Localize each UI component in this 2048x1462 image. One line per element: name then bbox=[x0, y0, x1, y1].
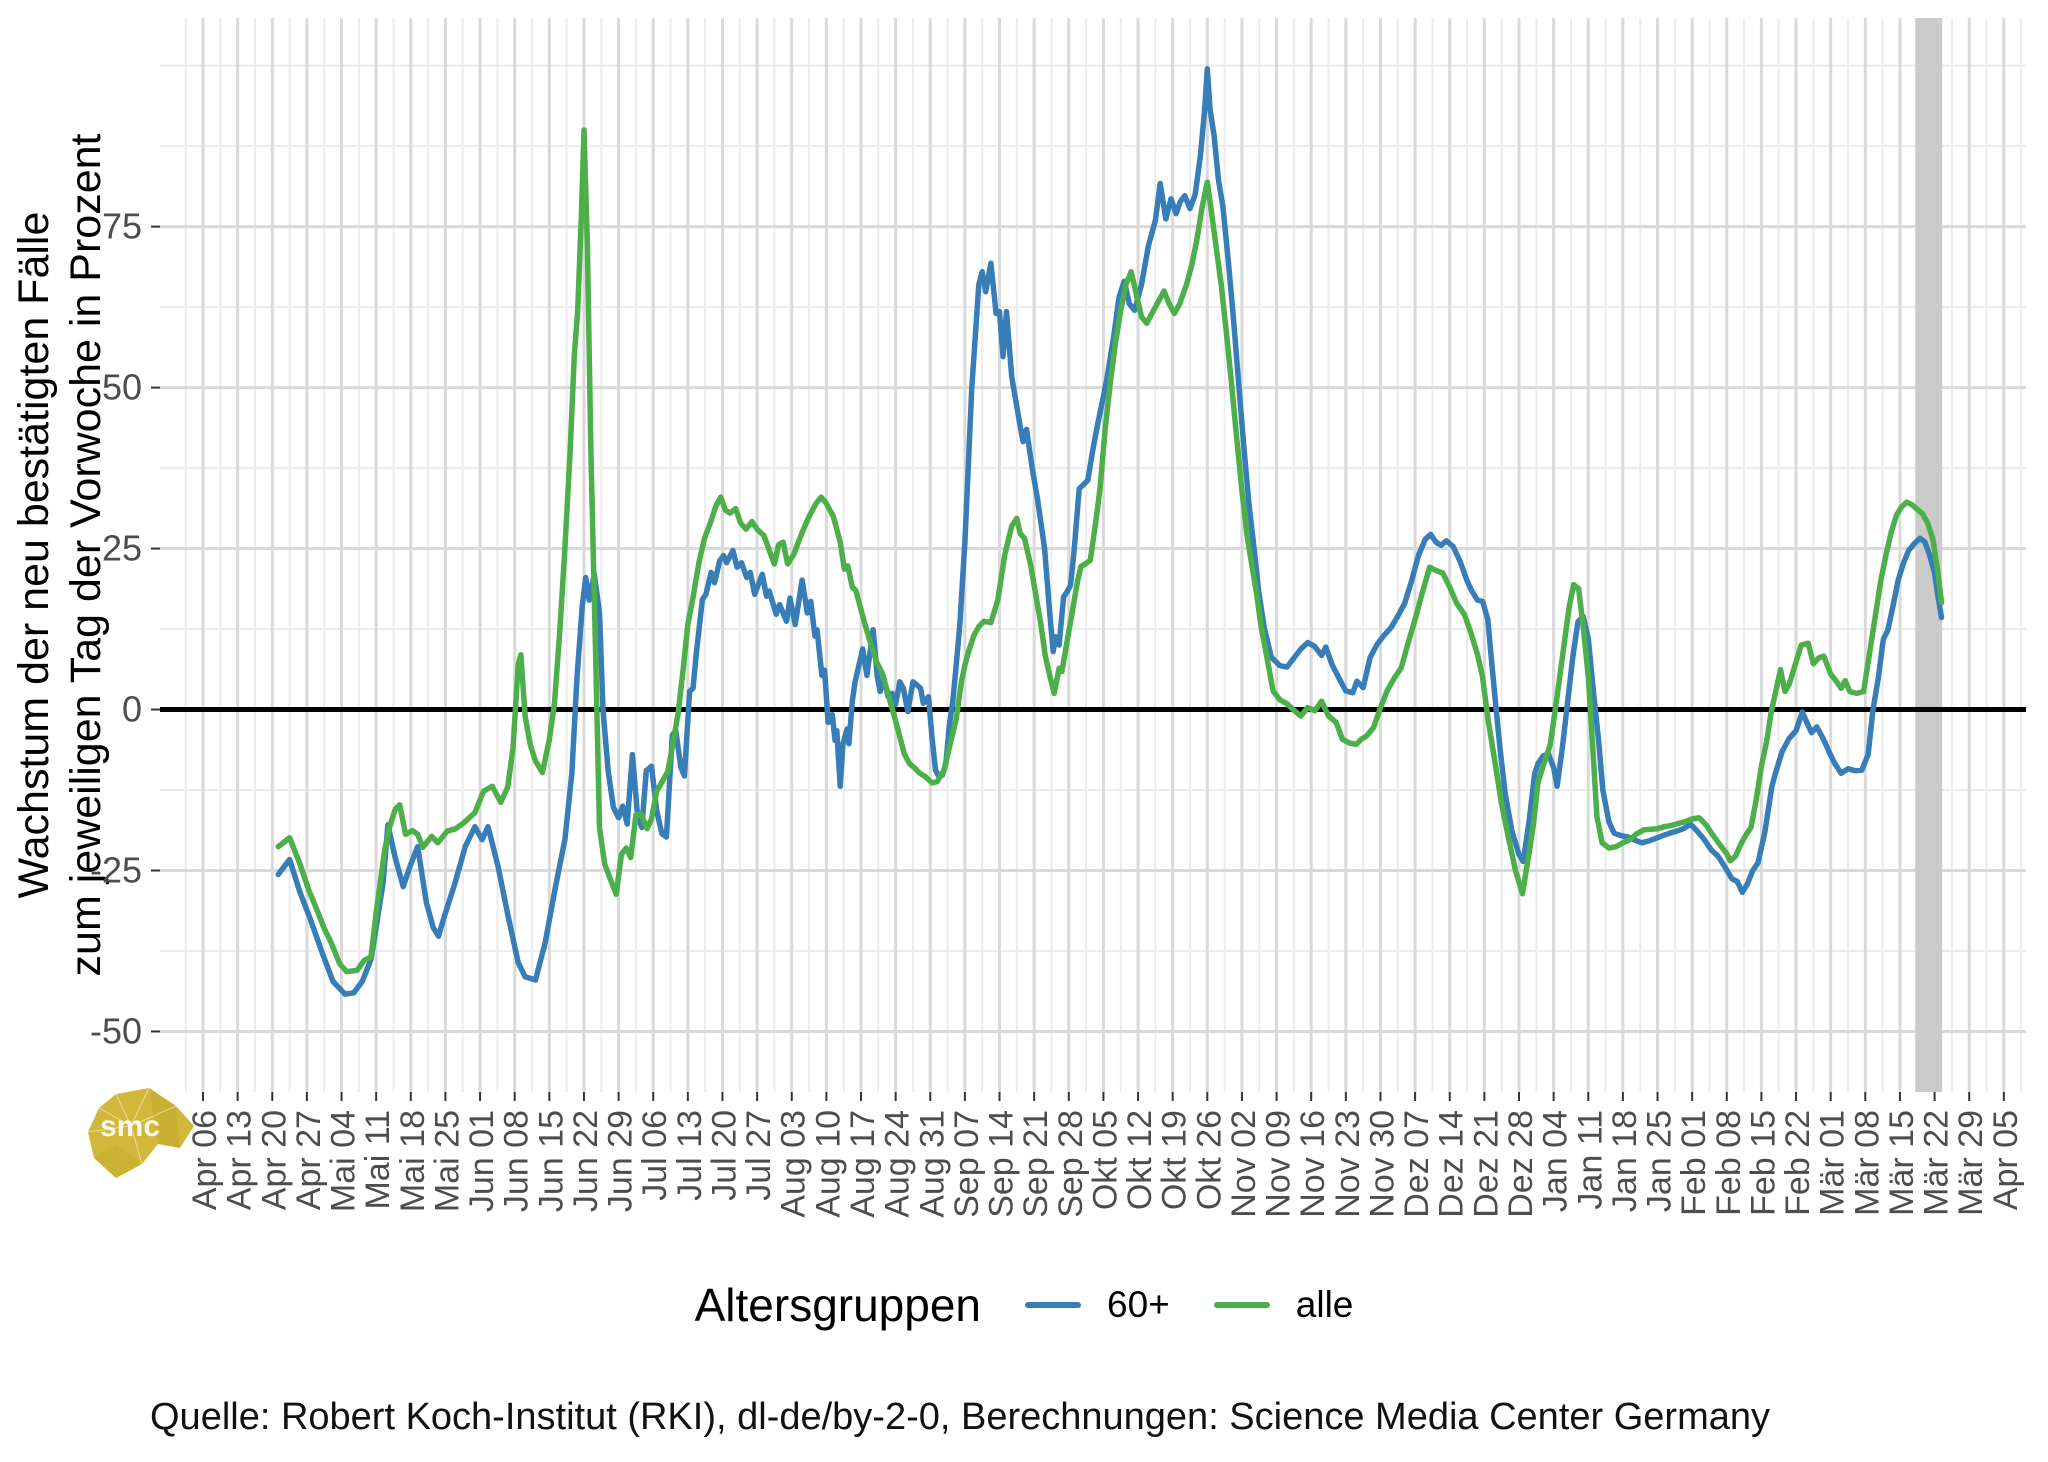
x-tick-label: Dez 07 bbox=[1398, 1110, 1436, 1218]
x-tick-label: Nov 02 bbox=[1225, 1110, 1263, 1218]
x-tick-label: Jan 04 bbox=[1537, 1110, 1575, 1212]
legend: Altersgruppen 60+ alle bbox=[0, 1278, 2048, 1332]
x-tick-label: Aug 31 bbox=[913, 1110, 951, 1218]
x-tick-label: Jun 29 bbox=[602, 1110, 640, 1212]
x-tick-label: Jul 06 bbox=[636, 1110, 674, 1201]
smc-logo-facet bbox=[94, 1144, 142, 1178]
x-tick-label: Dez 28 bbox=[1502, 1110, 1540, 1218]
x-tick-label: Mai 25 bbox=[428, 1110, 466, 1212]
x-tick-label: Mai 18 bbox=[394, 1110, 432, 1212]
x-tick-label: Apr 20 bbox=[255, 1110, 293, 1210]
series-line-60+ bbox=[275, 66, 1945, 997]
x-tick-label: Apr 27 bbox=[290, 1110, 328, 1210]
x-tick-label: Jan 18 bbox=[1606, 1110, 1644, 1212]
legend-swatch-60plus bbox=[1025, 1302, 1082, 1308]
x-tick-label: Jun 15 bbox=[532, 1110, 570, 1212]
legend-label-alle: alle bbox=[1295, 1284, 1354, 1325]
x-tick-label: Aug 24 bbox=[879, 1110, 917, 1218]
x-tick-label: Jun 22 bbox=[567, 1110, 605, 1212]
x-tick-label: Okt 05 bbox=[1086, 1110, 1124, 1210]
x-tick-label: Feb 22 bbox=[1779, 1110, 1817, 1216]
y-tick-label: -25 bbox=[90, 850, 142, 891]
y-tick-label: 0 bbox=[122, 689, 142, 730]
legend-item-alle: alle bbox=[1213, 1284, 1354, 1326]
y-tick-label: 50 bbox=[102, 367, 142, 408]
y-tick-label: -50 bbox=[90, 1010, 142, 1051]
x-tick-label: Mai 11 bbox=[359, 1110, 397, 1210]
x-tick-label: Jul 20 bbox=[705, 1110, 743, 1201]
x-tick-label: Sep 14 bbox=[983, 1110, 1021, 1218]
smc-logo: smc bbox=[87, 1087, 194, 1178]
x-tick-label: Feb 15 bbox=[1744, 1110, 1782, 1216]
legend-item-60plus: 60+ bbox=[1025, 1284, 1170, 1326]
x-tick-label: Mär 01 bbox=[1814, 1110, 1852, 1216]
y-axis-title-line2: zum jeweiligen Tag der Vorwoche in Proze… bbox=[62, 133, 110, 976]
x-tick-label: Apr 13 bbox=[221, 1110, 259, 1210]
smc-logo-lines bbox=[87, 1087, 177, 1165]
x-tick-label: Nov 09 bbox=[1260, 1110, 1298, 1218]
x-tick-label: Dez 21 bbox=[1467, 1110, 1505, 1218]
x-tick-label: Nov 23 bbox=[1329, 1110, 1367, 1218]
legend-title: Altersgruppen bbox=[694, 1279, 982, 1331]
x-tick-label: Okt 12 bbox=[1121, 1110, 1159, 1210]
series-line-alle bbox=[275, 127, 1945, 975]
legend-swatch-alle bbox=[1213, 1302, 1270, 1308]
x-tick-label: Mai 04 bbox=[325, 1110, 363, 1212]
x-tick-label: Aug 10 bbox=[809, 1110, 847, 1218]
y-tick-label: 25 bbox=[102, 528, 142, 569]
x-tick-label: Dez 14 bbox=[1433, 1110, 1471, 1218]
x-tick-label: Jan 11 bbox=[1571, 1110, 1609, 1210]
x-tick-label: Aug 17 bbox=[844, 1110, 882, 1218]
x-tick-label: Okt 19 bbox=[1156, 1110, 1194, 1210]
x-tick-label: Jun 08 bbox=[498, 1110, 536, 1212]
x-tick-label: Feb 08 bbox=[1710, 1110, 1748, 1216]
x-tick-label: Mär 08 bbox=[1848, 1110, 1886, 1216]
x-tick-label: Jan 25 bbox=[1641, 1110, 1679, 1212]
x-tick-label: Sep 28 bbox=[1052, 1110, 1090, 1218]
x-tick-label: Sep 21 bbox=[1017, 1110, 1055, 1218]
x-tick-label: Jul 27 bbox=[740, 1110, 778, 1201]
x-tick-label: Aug 03 bbox=[775, 1110, 813, 1218]
legend-label-60plus: 60+ bbox=[1107, 1284, 1170, 1325]
x-tick-label: Mär 22 bbox=[1918, 1110, 1956, 1216]
source-text: Quelle: Robert Koch-Institut (RKI), dl-d… bbox=[150, 1396, 1770, 1438]
x-tick-label: Jun 01 bbox=[463, 1110, 501, 1212]
x-tick-label: Feb 01 bbox=[1675, 1110, 1713, 1216]
x-tick-label: Jul 13 bbox=[671, 1110, 709, 1201]
x-tick-label: Mär 15 bbox=[1883, 1110, 1921, 1216]
smc-logo-text: smc bbox=[100, 1110, 160, 1143]
x-tick-label: Sep 07 bbox=[948, 1110, 986, 1218]
y-axis-title-line1: Wachstum der neu bestätigten Fälle bbox=[10, 212, 58, 899]
x-tick-label: Mär 29 bbox=[1952, 1110, 1990, 1216]
x-tick-label: Apr 05 bbox=[1987, 1110, 2025, 1210]
x-tick-label: Okt 26 bbox=[1190, 1110, 1228, 1210]
x-tick-label: Nov 30 bbox=[1363, 1110, 1401, 1218]
x-tick-label: Nov 16 bbox=[1294, 1110, 1332, 1218]
y-tick-label: 75 bbox=[102, 206, 142, 247]
smc-logo-facet bbox=[149, 1088, 180, 1148]
